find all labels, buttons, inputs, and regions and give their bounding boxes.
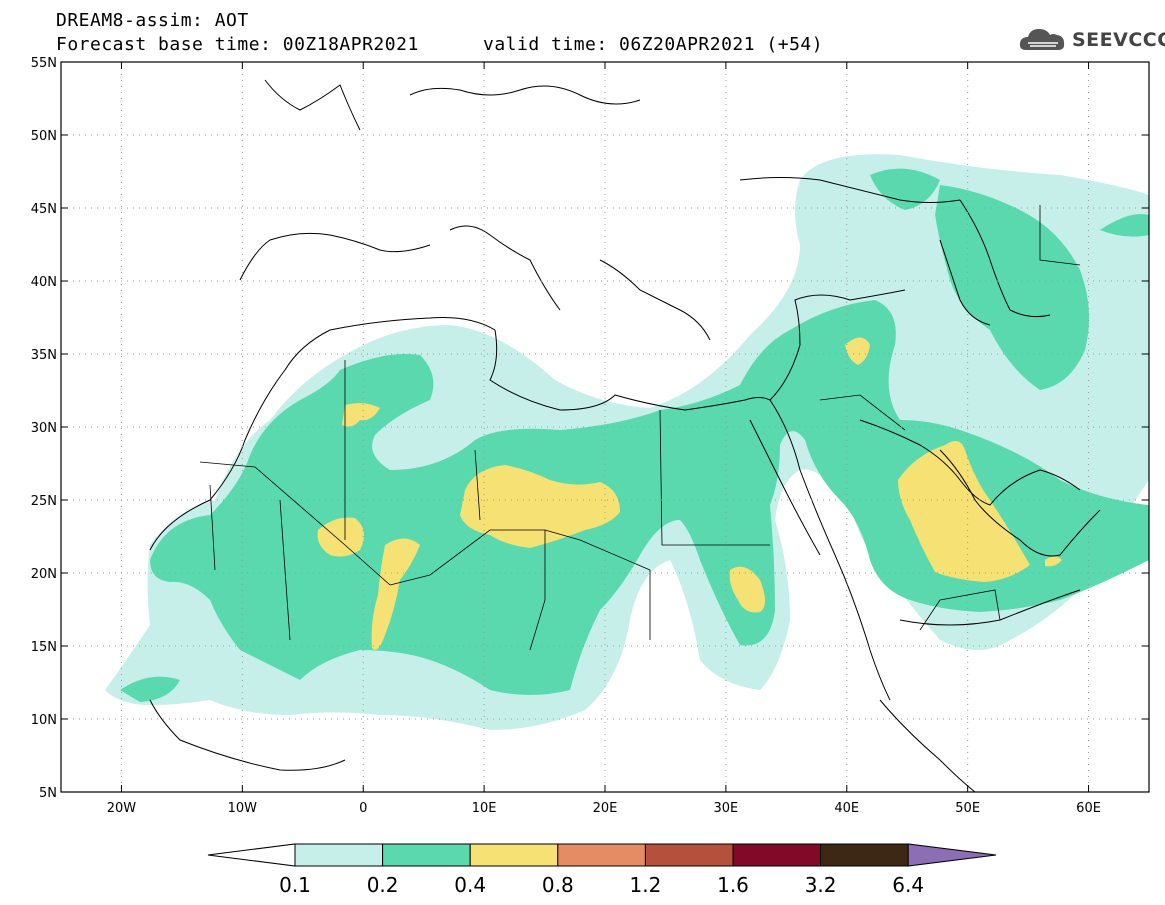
- lon-label: 20W: [107, 801, 137, 816]
- colorbar-label: 0.8: [542, 873, 574, 897]
- colorbar-segment: [382, 843, 471, 867]
- colorbar-label: 3.2: [805, 873, 837, 897]
- aot-0.4-contour: [317, 337, 1062, 650]
- colorbar-high-arrow: [907, 843, 997, 867]
- base-time: Forecast base time: 00Z18APR2021: [56, 34, 419, 55]
- lon-label: 10E: [472, 801, 497, 816]
- lat-label: 15N: [31, 640, 57, 655]
- colorbar-segment: [644, 843, 734, 867]
- colorbar-label: 6.4: [892, 873, 924, 897]
- seevccc-logo: SEEVCCC: [1018, 24, 1165, 56]
- aot-fields: [105, 154, 1149, 730]
- colorbar-segment: [294, 843, 384, 867]
- map-title: DREAM8-assim: AOT: [56, 10, 249, 31]
- lon-labels: 20W 10W 0 10E 20E 30E 40E 50E 60E: [107, 801, 1101, 816]
- lon-label: 20E: [593, 801, 618, 816]
- logo-text: SEEVCCC: [1072, 29, 1165, 51]
- colorbar-label: 0.2: [367, 873, 399, 897]
- lat-label: 20N: [31, 567, 57, 582]
- colorbar-label: 0.4: [454, 873, 486, 897]
- cloud-icon: [1019, 29, 1065, 50]
- lon-label: 50E: [955, 801, 980, 816]
- lat-label: 5N: [39, 786, 57, 801]
- colorbar-segment: [557, 843, 646, 867]
- axis-ticks: [61, 61, 1149, 793]
- lat-label: 50N: [31, 129, 57, 144]
- colorbar-labels: 0.1 0.2 0.4 0.8 1.2 1.6 3.2 6.4: [279, 873, 924, 897]
- lon-label: 30E: [714, 801, 739, 816]
- valid-time: valid time: 06Z20APR2021 (+54): [483, 34, 824, 55]
- lat-label: 25N: [31, 494, 57, 509]
- lat-label: 30N: [31, 421, 57, 436]
- colorbar-segment: [469, 843, 559, 867]
- lat-label: 10N: [31, 713, 57, 728]
- aot-0.2-contour: [120, 168, 1149, 702]
- lon-label: 0: [359, 801, 367, 816]
- colorbar-low-arrow: [207, 843, 296, 867]
- colorbar: [207, 843, 997, 867]
- lat-labels: 55N 50N 45N 40N 35N 30N 25N 20N 15N 10N 5N: [31, 56, 57, 801]
- lat-label: 35N: [31, 348, 57, 363]
- lon-label: 40E: [834, 801, 859, 816]
- coastlines: [149, 79, 1101, 792]
- colorbar-label: 1.2: [629, 873, 661, 897]
- graticule: [61, 62, 1149, 792]
- lon-label: 60E: [1076, 801, 1101, 816]
- lat-label: 40N: [31, 275, 57, 290]
- lat-label: 45N: [31, 202, 57, 217]
- lon-label: 10W: [228, 801, 258, 816]
- colorbar-label: 0.1: [279, 873, 311, 897]
- borders: [199, 205, 1081, 651]
- lat-label: 55N: [31, 56, 57, 71]
- colorbar-segment: [820, 843, 909, 867]
- colorbar-segment: [732, 843, 822, 867]
- colorbar-label: 1.6: [717, 873, 749, 897]
